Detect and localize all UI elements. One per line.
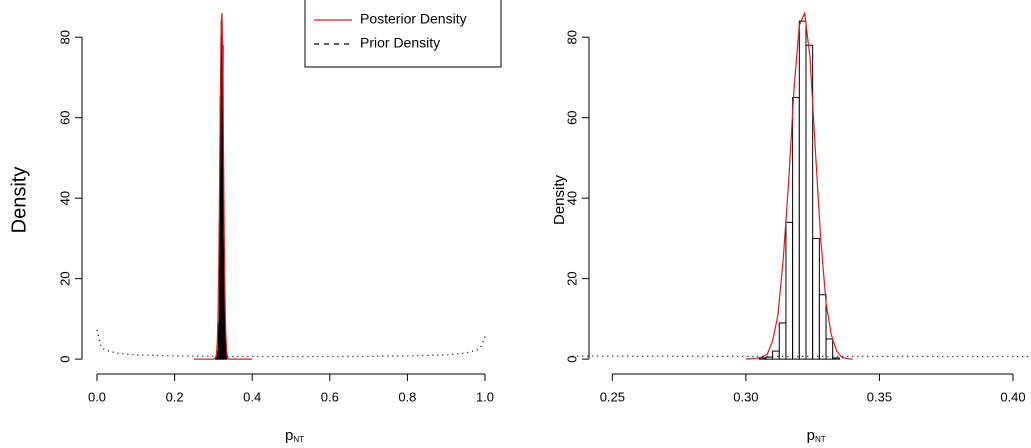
density-curve xyxy=(96,329,486,358)
plot: 0.0 0.2 0.4 0.6 0.8 1.0 0 20 40 60 80 Density pNT Pos… xyxy=(8,0,502,444)
x-tick-label: 0.2 xyxy=(166,389,184,404)
y-tick-label: 40 xyxy=(57,191,72,205)
y-tick-label: 80 xyxy=(564,30,579,44)
histogram-bar xyxy=(772,350,780,360)
histogram-bar xyxy=(798,20,807,360)
y-axis-label: Density xyxy=(8,167,30,234)
x-tick-label: 0.35 xyxy=(867,389,892,404)
y-tick-label: 60 xyxy=(57,110,72,124)
x-axis-label: pNT xyxy=(807,427,826,444)
density-curve xyxy=(194,13,253,360)
legend-box xyxy=(304,0,502,68)
legend-label: Prior Density xyxy=(360,35,440,51)
x-tick-label: 0.6 xyxy=(321,389,339,404)
y-tick-label: 0 xyxy=(564,356,579,363)
histogram-bar xyxy=(765,356,774,360)
x-axis-label-main: p xyxy=(807,427,815,444)
y-axis-label: Density xyxy=(551,174,568,225)
histogram-bar xyxy=(825,338,834,360)
histogram-bar xyxy=(818,294,827,360)
legend-label: Posterior Density xyxy=(360,11,467,27)
x-tick-label: 0.40 xyxy=(1000,389,1025,404)
y-tick-label: 20 xyxy=(564,271,579,285)
histogram-bar xyxy=(792,97,800,360)
histogram-bar xyxy=(805,44,814,360)
histogram-bar xyxy=(225,357,228,360)
x-tick-label: 0.25 xyxy=(600,389,625,404)
x-tick-label: 0.4 xyxy=(243,389,261,404)
x-axis-label: pNT xyxy=(285,427,304,444)
plot: 0.25 0.30 0.35 0.40 0 20 40 60 80 Density pNT xyxy=(551,10,1030,444)
x-axis-label-subscript: NT xyxy=(293,435,304,444)
x-tick-label: 0.0 xyxy=(88,389,106,404)
y-tick-label: 80 xyxy=(57,30,72,44)
histogram-bar xyxy=(832,357,840,360)
y-tick-label: 0 xyxy=(57,356,72,363)
histogram-bar xyxy=(778,322,787,360)
x-axis-label-main: p xyxy=(285,427,293,444)
x-tick-label: 0.8 xyxy=(398,389,416,404)
x-axis-label-subscript: NT xyxy=(815,435,826,444)
y-tick-label: 60 xyxy=(564,110,579,124)
histogram-bar xyxy=(812,237,820,360)
y-tick-label: 20 xyxy=(57,271,72,285)
x-tick-label: 1.0 xyxy=(476,389,494,404)
histogram-bar xyxy=(785,221,794,360)
y-tick-label: 40 xyxy=(564,191,579,205)
x-tick-label: 0.30 xyxy=(733,389,758,404)
density-curve xyxy=(745,10,853,360)
